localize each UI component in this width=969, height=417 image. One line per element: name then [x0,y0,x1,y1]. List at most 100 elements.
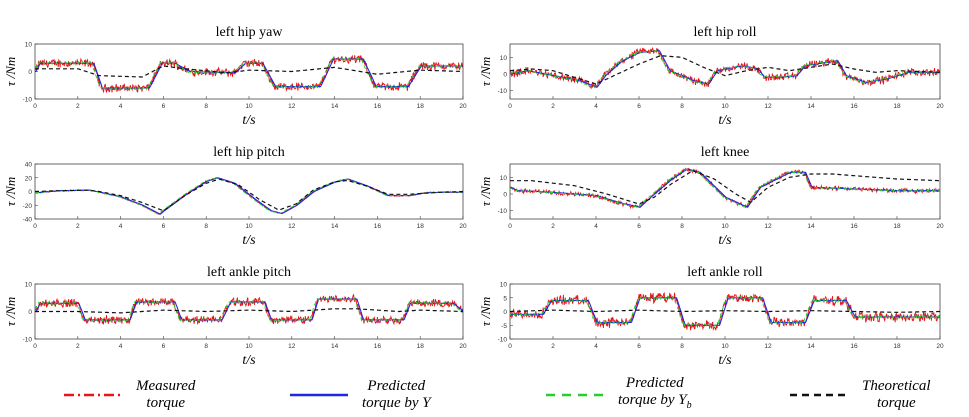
y-tick-label: -10 [498,208,508,215]
x-tick-label: 10 [245,223,253,230]
y-tick-label: -10 [498,88,508,95]
plot-lines [510,167,940,210]
series-theoretical-torque [510,170,940,205]
x-tick-label: 14 [331,343,339,350]
legend-label-measured: Measured torque [136,378,195,412]
y-tick-label: 10 [25,282,33,289]
x-tick-label: 16 [850,103,858,110]
panel-title: left hip pitch [213,145,285,160]
x-tick-label: 18 [417,223,425,230]
x-tick-label: 8 [680,103,684,110]
x-tick-label: 18 [417,343,425,350]
x-tick-label: 6 [637,103,641,110]
y-tick-label: 10 [500,282,508,289]
y-tick-label: -20 [23,203,33,210]
x-tick-label: 8 [680,343,684,350]
x-tick-label: 20 [936,223,944,230]
legend-predicted-y-line2: torque by Y [362,394,431,411]
x-tick-label: 12 [288,103,296,110]
series-predicted-torque-yb [35,56,463,91]
plot-frame [34,43,464,100]
x-tick-label: 4 [594,103,598,110]
x-axis-label: t/s [718,113,732,128]
x-tick-label: 0 [508,343,512,350]
x-tick-label: 6 [162,343,166,350]
x-tick-label: 2 [76,223,80,230]
x-tick-label: 10 [245,103,253,110]
series-predicted-torque-yb [35,177,463,215]
x-axis-label: t/s [242,353,256,368]
legend-item-theoretical: Theoretical torque [790,372,931,417]
y-tick-label: -5 [501,323,507,330]
y-tick-label: -40 [23,217,33,224]
x-tick-label: 10 [721,103,729,110]
x-tick-label: 10 [721,343,729,350]
series-theoretical-torque [35,65,463,78]
x-tick-label: 8 [204,103,208,110]
x-axis-label: t/s [718,233,732,248]
x-tick-label: 8 [204,223,208,230]
x-tick-label: 20 [459,343,467,350]
x-tick-label: 16 [374,223,382,230]
panel-title: left knee [701,145,750,160]
x-tick-label: 0 [508,223,512,230]
legend-swatch-predicted-y [290,393,348,396]
y-axis-label: τ /Nm [3,177,18,207]
y-tick-label: 5 [503,295,507,302]
y-tick-label: 0 [503,309,507,316]
x-tick-label: 4 [119,103,123,110]
legend-swatch-predicted-yb [546,393,604,396]
x-tick-label: 12 [764,343,772,350]
plot-lines [510,291,940,331]
series-measured-torque [35,54,463,94]
x-axis-label: t/s [718,353,732,368]
y-tick-label: 20 [25,175,33,182]
legend-predicted-yb-line2: torque by Yb [618,392,692,414]
x-axis-label: t/s [242,233,256,248]
series-theoretical-torque [510,309,940,313]
y-tick-label: -10 [23,337,33,344]
series-predicted-torque-yb [510,295,940,328]
x-tick-label: 16 [374,103,382,110]
plot-frame [509,163,941,220]
legend-predicted-y-line1: Predicted [367,377,426,394]
x-tick-label: 16 [850,223,858,230]
x-tick-label: 20 [459,223,467,230]
panel-title: left ankle pitch [207,265,291,280]
legend-measured-line1: Measured [136,377,196,394]
x-tick-label: 12 [288,343,296,350]
x-tick-label: 18 [417,103,425,110]
legend-item-predicted-y: Predicted torque by Y [290,372,431,417]
legend-label-predicted-yb: Predicted torque by Yb [618,375,692,414]
x-tick-label: 20 [936,103,944,110]
panel-title: left hip roll [694,25,757,40]
x-tick-label: 6 [162,103,166,110]
panel-5: left ankle roll 0 2 4 6 8 10 12 14 16 18 20 10 5 0 -5 -1… [478,265,944,368]
legend-predicted-yb-subscript: b [686,400,692,411]
x-tick-label: 12 [764,103,772,110]
x-tick-label: 14 [331,223,339,230]
x-tick-label: 6 [637,343,641,350]
x-tick-label: 6 [162,223,166,230]
legend-item-measured: Measured torque [64,372,195,417]
x-tick-label: 18 [893,343,901,350]
panel-title: left hip yaw [216,25,284,40]
y-tick-label: -10 [498,337,508,344]
x-tick-label: 2 [76,103,80,110]
y-tick-label: 0 [28,189,32,196]
y-axis-label: τ /Nm [478,57,493,87]
y-tick-label: 10 [500,55,508,62]
x-tick-label: 14 [807,103,815,110]
panel-1: left hip roll 0 2 4 6 8 10 12 14 16 18 20 10 0 -10 t/s τ… [478,25,944,128]
series-predicted-torque-yb [35,297,463,323]
x-tick-label: 20 [459,103,467,110]
x-tick-label: 14 [807,223,815,230]
y-axis-label: τ /Nm [478,297,493,327]
x-tick-label: 2 [551,343,555,350]
x-tick-label: 18 [893,103,901,110]
legend-predicted-yb-line2-main: torque by Y [618,392,687,408]
x-tick-label: 0 [33,223,37,230]
